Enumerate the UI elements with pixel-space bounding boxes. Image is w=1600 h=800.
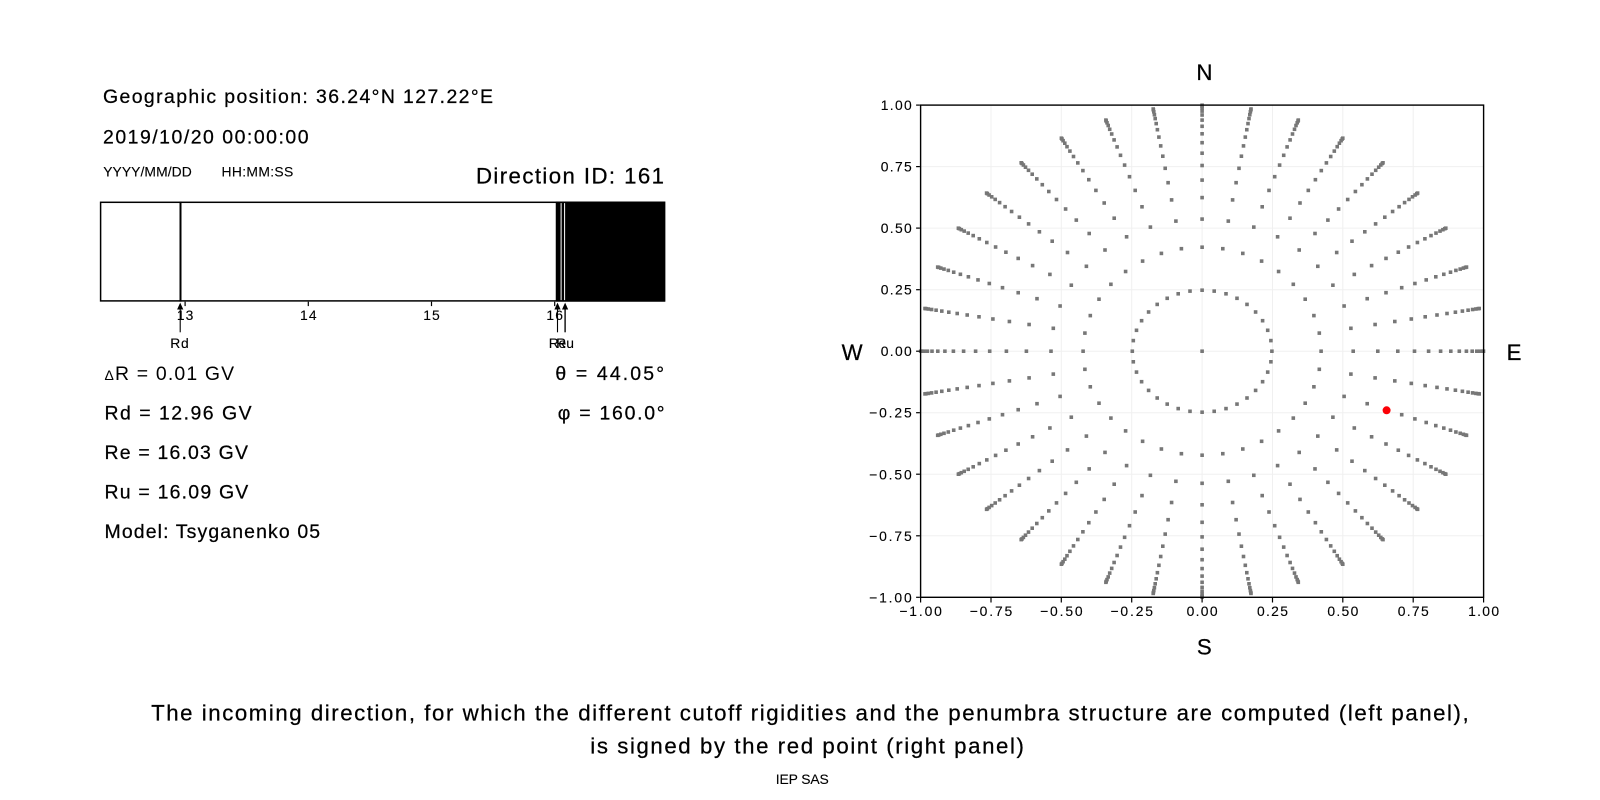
svg-text:Direction ID: 161: Direction ID: 161 (476, 163, 665, 188)
svg-text:1.00: 1.00 (881, 97, 913, 113)
svg-text:15: 15 (423, 307, 441, 323)
svg-text:−0.50: −0.50 (869, 466, 913, 482)
svg-text:Rd = 12.96 GV: Rd = 12.96 GV (105, 403, 254, 425)
svg-text:Ru: Ru (556, 335, 574, 351)
svg-text:16: 16 (546, 307, 564, 323)
svg-text:−0.75: −0.75 (970, 603, 1014, 619)
svg-text:Re = 16.03 GV: Re = 16.03 GV (105, 442, 250, 464)
svg-text:HH:MM:SS: HH:MM:SS (222, 163, 294, 179)
svg-text:2019/10/20 00:00:00: 2019/10/20 00:00:00 (103, 126, 310, 148)
svg-text:−0.50: −0.50 (1040, 603, 1084, 619)
svg-text:0.75: 0.75 (1398, 603, 1430, 619)
svg-text:W: W (842, 340, 863, 365)
svg-text:Geographic position: 36.24°N 1: Geographic position: 36.24°N 127.22°E (103, 86, 494, 108)
svg-text:13: 13 (177, 307, 195, 323)
svg-text:−0.75: −0.75 (869, 528, 913, 544)
svg-text:0.50: 0.50 (1327, 603, 1359, 619)
svg-text:N: N (1196, 60, 1212, 85)
svg-text:θ = 44.05°: θ = 44.05° (555, 363, 666, 385)
svg-text:0.75: 0.75 (881, 159, 913, 175)
svg-text:Model: Tsyganenko 05: Model: Tsyganenko 05 (105, 521, 322, 543)
svg-text:14: 14 (300, 307, 318, 323)
svg-text:0.25: 0.25 (881, 282, 913, 298)
svg-text:E: E (1507, 340, 1522, 365)
svg-text:S: S (1197, 635, 1212, 660)
svg-text:0.00: 0.00 (1187, 603, 1219, 619)
svg-text:0.00: 0.00 (881, 343, 913, 359)
svg-text:is signed by the red point (ri: is signed by the red point (right panel) (590, 734, 1025, 759)
svg-text:Re: Re (549, 335, 567, 351)
svg-text:−0.25: −0.25 (1110, 603, 1154, 619)
svg-text:φ = 160.0°: φ = 160.0° (558, 403, 667, 425)
svg-text:YYYY/MM/DD: YYYY/MM/DD (103, 163, 192, 179)
svg-text:0.50: 0.50 (881, 220, 913, 236)
svg-text:−1.00: −1.00 (899, 603, 943, 619)
svg-text:1.00: 1.00 (1468, 603, 1500, 619)
svg-text:ΔR = 0.01 GV: ΔR = 0.01 GV (105, 363, 236, 385)
svg-text:−0.25: −0.25 (869, 405, 913, 421)
svg-text:The incoming direction, for wh: The incoming direction, for which the di… (151, 700, 1470, 725)
svg-text:0.25: 0.25 (1257, 603, 1289, 619)
svg-text:Rd: Rd (170, 335, 189, 351)
svg-text:Ru = 16.09 GV: Ru = 16.09 GV (105, 482, 250, 504)
svg-text:−1.00: −1.00 (869, 589, 913, 605)
svg-text:IEP SAS: IEP SAS (776, 771, 829, 787)
